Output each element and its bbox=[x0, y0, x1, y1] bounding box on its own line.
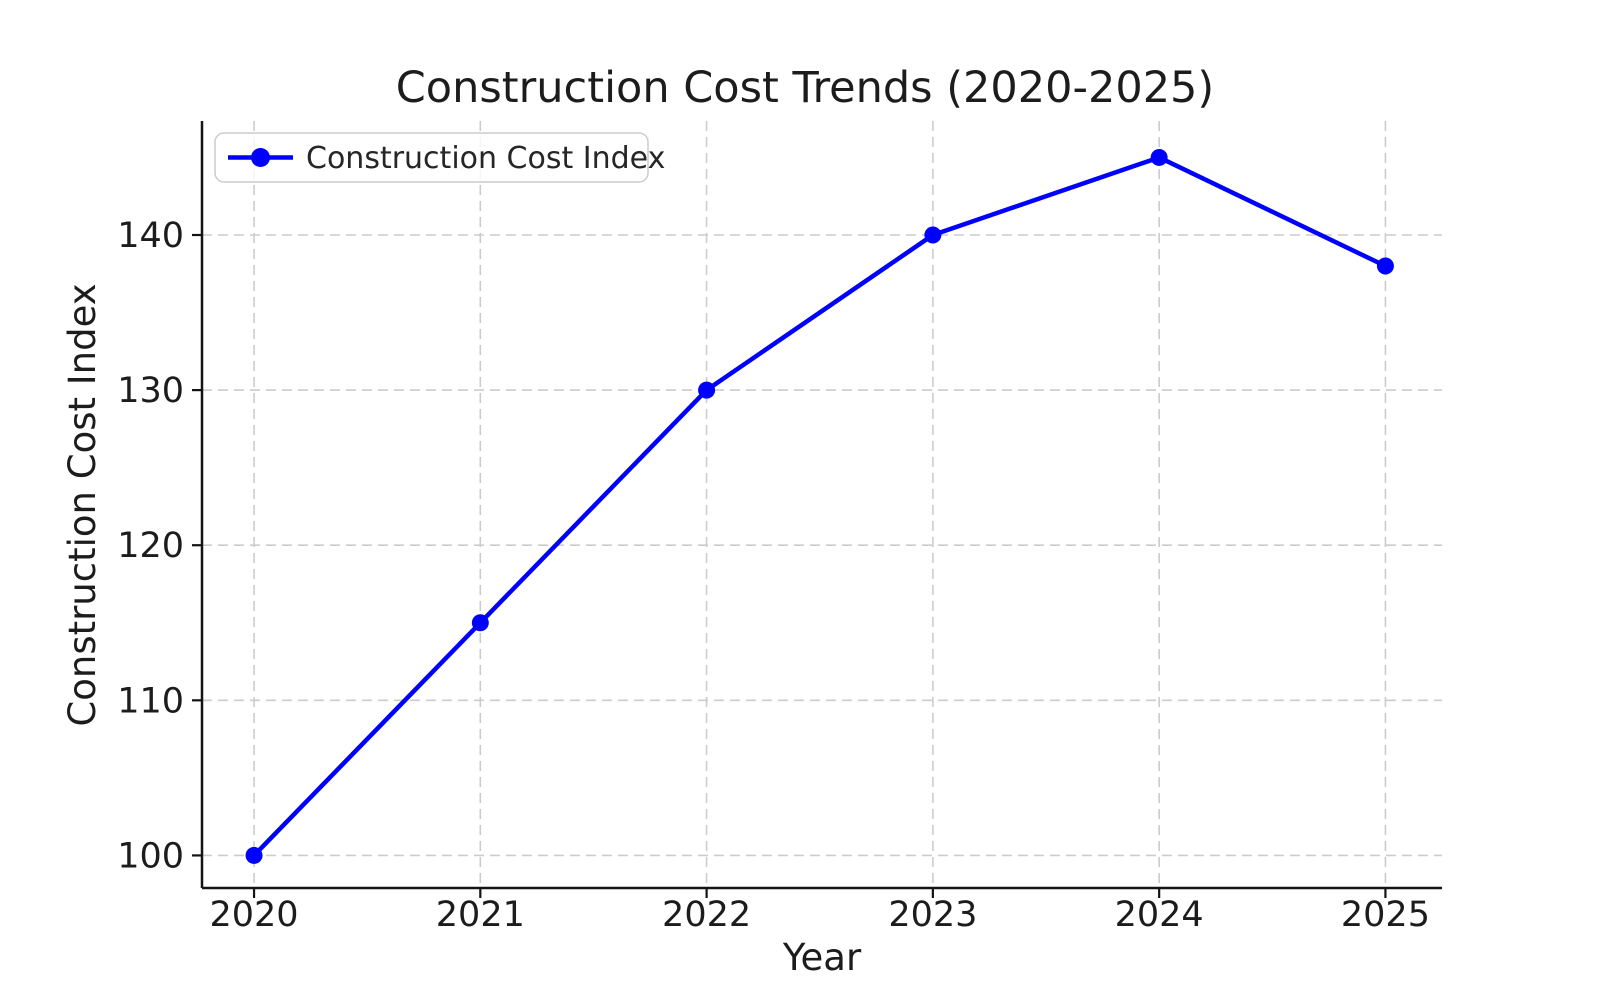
axes-spines bbox=[200, 121, 1442, 890]
data-point-marker bbox=[924, 226, 942, 244]
x-tick-label: 2023 bbox=[888, 895, 977, 935]
x-tick-label: 2020 bbox=[210, 895, 299, 935]
data-point-marker bbox=[1150, 148, 1168, 166]
y-tick-label: 100 bbox=[117, 836, 184, 876]
y-tick-label: 140 bbox=[117, 216, 184, 256]
legend-marker-icon bbox=[251, 148, 270, 167]
chart-title: Construction Cost Trends (2020-2025) bbox=[396, 63, 1214, 113]
x-tick-label: 2025 bbox=[1341, 895, 1430, 935]
data-point-marker bbox=[1376, 257, 1394, 275]
axis-ticks: 2020 2021 2022 2023 2024 2025 100 110 120 130 140 bbox=[117, 216, 1430, 935]
y-axis-label: Construction Cost Index bbox=[61, 283, 104, 726]
x-axis-label: Year bbox=[782, 936, 862, 979]
x-tick-label: 2022 bbox=[662, 895, 751, 935]
legend: Construction Cost Index bbox=[214, 132, 665, 183]
x-tick-label: 2024 bbox=[1115, 895, 1204, 935]
series-line bbox=[251, 155, 1388, 858]
y-tick-label: 120 bbox=[117, 526, 184, 566]
y-tick-label: 130 bbox=[117, 371, 184, 411]
data-series bbox=[245, 148, 1394, 864]
gridlines bbox=[202, 121, 1442, 888]
data-point-marker bbox=[471, 614, 489, 632]
data-point-marker bbox=[698, 381, 716, 399]
y-tick-label: 110 bbox=[117, 681, 184, 721]
x-tick-label: 2021 bbox=[436, 895, 525, 935]
legend-label: Construction Cost Index bbox=[306, 141, 665, 176]
legend-box bbox=[214, 132, 649, 183]
data-point-marker bbox=[245, 846, 263, 864]
